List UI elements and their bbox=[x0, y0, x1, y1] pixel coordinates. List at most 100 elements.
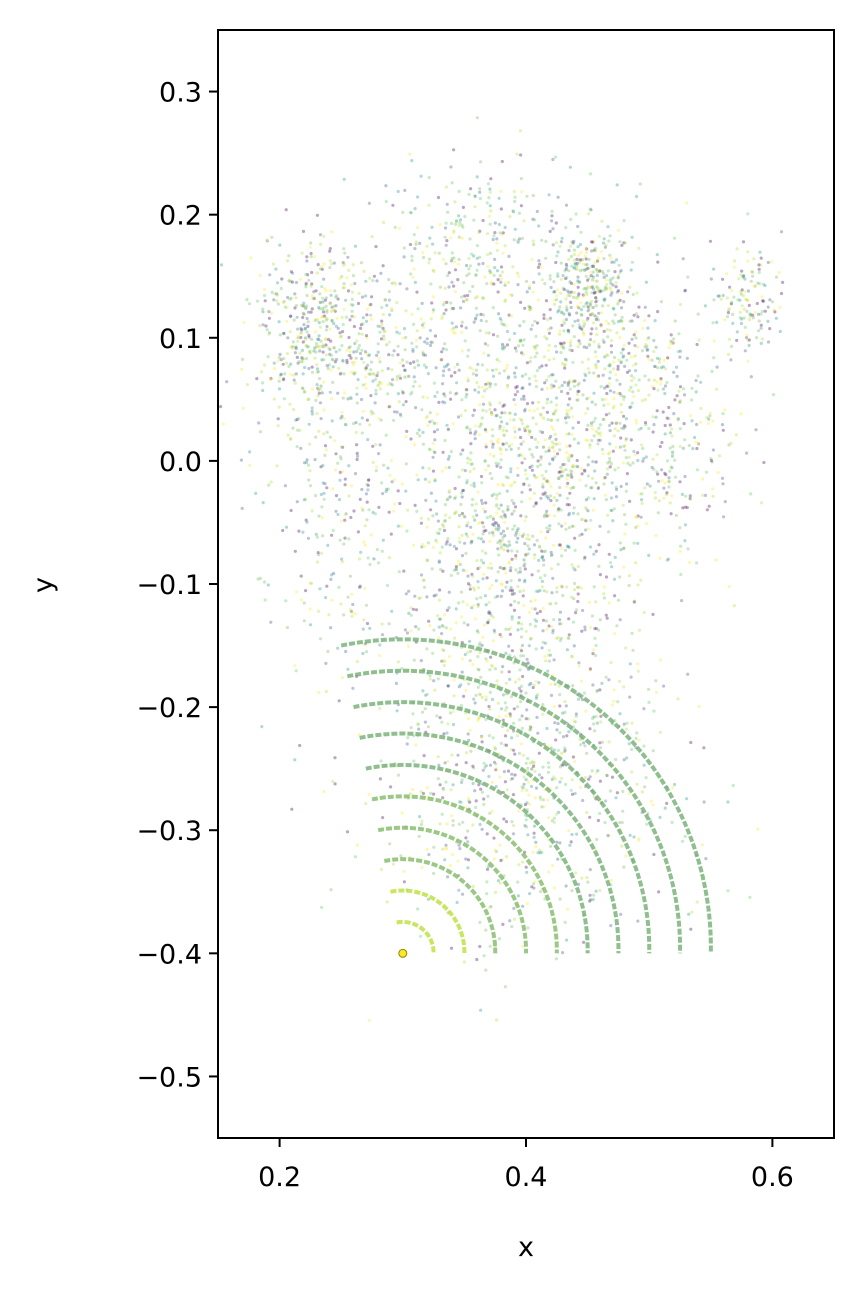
data-point bbox=[594, 771, 598, 775]
data-point bbox=[471, 764, 475, 768]
data-point bbox=[742, 274, 746, 278]
data-point bbox=[667, 405, 671, 410]
data-point bbox=[520, 684, 524, 688]
data-point bbox=[566, 403, 570, 407]
data-point bbox=[446, 722, 450, 726]
data-point bbox=[509, 566, 513, 570]
data-point bbox=[441, 569, 445, 573]
data-point bbox=[624, 489, 628, 493]
data-point bbox=[559, 389, 564, 394]
data-point bbox=[548, 527, 552, 532]
data-point bbox=[584, 507, 588, 511]
data-point bbox=[596, 374, 600, 379]
data-point bbox=[576, 389, 580, 394]
data-point bbox=[309, 484, 313, 488]
data-point bbox=[588, 893, 592, 897]
data-point bbox=[481, 296, 485, 300]
data-point bbox=[362, 269, 366, 273]
data-point bbox=[445, 822, 449, 826]
data-point bbox=[727, 308, 731, 312]
data-point bbox=[575, 311, 579, 315]
data-point bbox=[536, 298, 541, 302]
data-point bbox=[558, 485, 562, 490]
data-point bbox=[282, 331, 286, 335]
data-point bbox=[614, 420, 619, 424]
data-point bbox=[506, 728, 510, 733]
data-point bbox=[468, 431, 473, 435]
data-point bbox=[510, 498, 514, 503]
data-point bbox=[612, 321, 616, 325]
data-point bbox=[534, 619, 539, 623]
data-point bbox=[647, 553, 651, 558]
data-point bbox=[620, 243, 624, 247]
data-point bbox=[330, 230, 334, 234]
data-point bbox=[463, 339, 467, 343]
data-point bbox=[493, 521, 497, 525]
data-point bbox=[578, 326, 582, 330]
data-point bbox=[245, 298, 249, 302]
data-point bbox=[586, 474, 591, 478]
data-point bbox=[492, 760, 496, 764]
data-point bbox=[455, 362, 460, 366]
data-point bbox=[377, 417, 381, 421]
data-point bbox=[550, 418, 554, 422]
data-point bbox=[531, 764, 536, 769]
data-point bbox=[657, 890, 661, 894]
data-point bbox=[331, 779, 335, 784]
data-point bbox=[694, 379, 698, 383]
data-point bbox=[316, 263, 320, 267]
data-point bbox=[418, 815, 422, 819]
data-point bbox=[417, 834, 421, 839]
data-point bbox=[401, 358, 405, 362]
data-point bbox=[403, 375, 407, 379]
data-point bbox=[550, 386, 554, 390]
data-point bbox=[459, 615, 464, 619]
data-point bbox=[513, 480, 517, 484]
data-point bbox=[509, 470, 513, 474]
data-point bbox=[454, 565, 458, 569]
data-point bbox=[545, 386, 550, 390]
data-point bbox=[278, 243, 282, 247]
data-point bbox=[528, 284, 532, 288]
data-point bbox=[315, 317, 319, 321]
data-point bbox=[729, 302, 734, 306]
data-point bbox=[490, 476, 494, 481]
data-point bbox=[477, 783, 481, 787]
data-point bbox=[600, 681, 604, 686]
data-point bbox=[515, 549, 519, 554]
data-point bbox=[527, 793, 531, 797]
data-point bbox=[589, 240, 594, 244]
data-point bbox=[699, 380, 703, 384]
data-point bbox=[516, 880, 520, 884]
data-point bbox=[656, 366, 660, 370]
data-point bbox=[763, 309, 767, 313]
data-point bbox=[455, 381, 459, 385]
data-point bbox=[507, 313, 511, 317]
data-point bbox=[532, 409, 536, 413]
data-point bbox=[461, 488, 465, 492]
data-point bbox=[580, 313, 584, 317]
data-point bbox=[355, 660, 359, 664]
data-point bbox=[607, 834, 611, 838]
data-point bbox=[419, 596, 423, 600]
data-point bbox=[614, 485, 618, 489]
data-point bbox=[589, 305, 594, 309]
data-point bbox=[302, 601, 306, 605]
data-point bbox=[591, 716, 595, 721]
data-point bbox=[265, 238, 269, 242]
data-point bbox=[483, 275, 487, 279]
data-point bbox=[295, 445, 299, 449]
data-point bbox=[492, 857, 496, 861]
data-point bbox=[428, 343, 433, 347]
data-point bbox=[351, 686, 355, 690]
data-point bbox=[610, 565, 614, 569]
data-point bbox=[305, 259, 309, 263]
data-point bbox=[535, 321, 540, 325]
data-point bbox=[711, 321, 715, 325]
data-point bbox=[499, 265, 504, 269]
data-point bbox=[387, 405, 391, 409]
data-point bbox=[571, 620, 576, 624]
data-point bbox=[584, 302, 588, 306]
data-point bbox=[571, 486, 575, 490]
data-point bbox=[751, 274, 755, 278]
